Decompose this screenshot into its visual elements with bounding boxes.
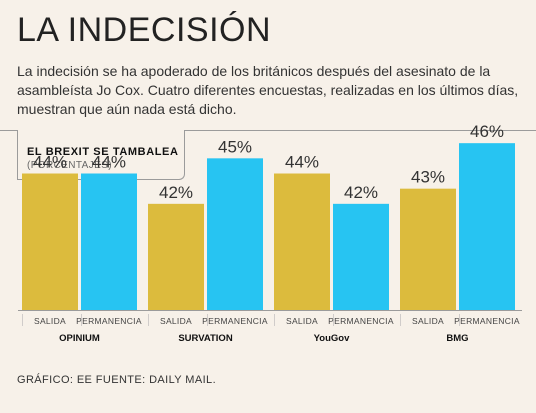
value-label-survation-permanencia: 45% — [218, 137, 252, 156]
chart-title-box — [17, 130, 185, 180]
bar-yougov-salida — [274, 173, 330, 310]
value-label-bmg-salida: 43% — [411, 168, 445, 187]
value-label-survation-salida: 42% — [159, 183, 193, 202]
group-label-bmg: BMG — [446, 333, 468, 344]
value-label-opinium-salida: 44% — [33, 153, 67, 172]
bar-bmg-salida — [400, 188, 456, 310]
value-label-yougov-salida: 44% — [285, 153, 319, 172]
group-label-opinium: OPINIUM — [59, 333, 100, 344]
section-divider — [0, 130, 536, 131]
series-label-opinium-permanencia: PERMANENCIA — [76, 316, 142, 326]
series-label-bmg-permanencia: PERMANENCIA — [454, 316, 520, 326]
source-credit: GRÁFICO: EE FUENTE: DAILY MAIL. — [17, 374, 217, 386]
series-label-bmg-salida: SALIDA — [412, 316, 444, 326]
page-title: LA INDECISIÓN — [17, 11, 272, 49]
series-label-opinium-salida: SALIDA — [34, 316, 66, 326]
value-label-yougov-permanencia: 42% — [344, 183, 378, 202]
bar-yougov-permanencia — [333, 203, 389, 310]
group-label-survation: SURVATION — [178, 333, 233, 344]
bar-opinium-permanencia — [81, 173, 137, 310]
bar-bmg-permanencia — [459, 143, 515, 310]
chart-title: EL BREXIT SE TAMBALEA — [27, 146, 179, 158]
chart-layer: 44% SALIDA 44% PERMANENCIA OPINIUM 42% SALIDA 4… — [18, 122, 522, 344]
intro-text: La indecisión se ha apoderado de los bri… — [17, 63, 519, 117]
bar-opinium-salida — [22, 173, 78, 310]
series-label-survation-permanencia: PERMANENCIA — [202, 316, 268, 326]
chart-subtitle: (PORCENTAJES) — [27, 160, 113, 171]
series-label-yougov-permanencia: PERMANENCIA — [328, 316, 394, 326]
value-label-opinium-permanencia: 44% — [92, 153, 126, 172]
series-label-yougov-salida: SALIDA — [286, 316, 318, 326]
group-label-yougov: YouGov — [314, 333, 350, 344]
bar-survation-salida — [148, 203, 204, 310]
bar-survation-permanencia — [207, 158, 263, 310]
value-label-bmg-permanencia: 46% — [470, 122, 504, 141]
series-label-survation-salida: SALIDA — [160, 316, 192, 326]
